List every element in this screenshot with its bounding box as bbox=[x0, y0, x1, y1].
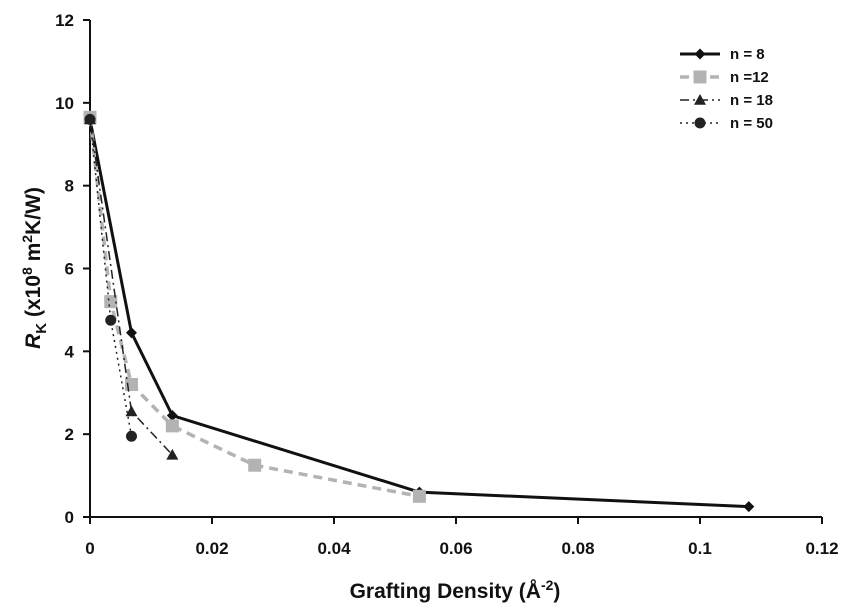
series-layer bbox=[83, 110, 755, 513]
data-point-circle bbox=[125, 430, 137, 442]
y-tick-label: 6 bbox=[65, 260, 74, 279]
data-point-square bbox=[412, 489, 426, 503]
series-line bbox=[88, 117, 420, 499]
data-point-square bbox=[693, 70, 707, 84]
data-point-triangle bbox=[694, 94, 706, 105]
series-0 bbox=[84, 113, 755, 513]
y-tick-label: 4 bbox=[65, 342, 75, 361]
x-tick-label: 0.02 bbox=[195, 539, 228, 558]
data-point-triangle bbox=[125, 405, 138, 417]
legend-label: n = 8 bbox=[730, 46, 765, 63]
legend-label: n = 50 bbox=[730, 115, 773, 132]
series-1 bbox=[83, 110, 426, 503]
legend-item: n =12 bbox=[680, 69, 769, 86]
data-point-diamond bbox=[694, 48, 706, 60]
plot-frame bbox=[89, 20, 822, 518]
y-axis-title: RK (x108 m2K/W) bbox=[19, 187, 50, 349]
x-tick-label: 0.1 bbox=[688, 539, 712, 558]
legend-item: n = 8 bbox=[680, 46, 765, 63]
data-point-circle bbox=[84, 113, 96, 125]
x-axis-title: Grafting Density (Å-2) bbox=[350, 577, 561, 603]
legend: n = 8 n =12 n = 18 n = 50 bbox=[680, 46, 773, 132]
legend-label: n =12 bbox=[730, 69, 769, 86]
y-tick-label: 0 bbox=[65, 508, 74, 527]
data-point-triangle bbox=[166, 448, 179, 460]
data-point-diamond bbox=[166, 410, 178, 422]
series-line bbox=[89, 119, 133, 437]
data-point-circle bbox=[694, 117, 706, 129]
y-tick-label: 12 bbox=[55, 11, 74, 30]
legend-label: n = 18 bbox=[730, 92, 773, 109]
y-tick-label: 10 bbox=[55, 94, 74, 113]
data-point-circle bbox=[105, 314, 117, 326]
data-point-square bbox=[248, 458, 262, 472]
data-point-diamond bbox=[125, 327, 137, 339]
x-tick-label: 0 bbox=[85, 539, 94, 558]
data-point-square bbox=[165, 419, 179, 433]
legend-item: n = 50 bbox=[680, 115, 773, 132]
x-tick-label: 0.04 bbox=[317, 539, 351, 558]
data-point-square bbox=[104, 295, 118, 309]
x-tick-label: 0.12 bbox=[805, 539, 838, 558]
x-tick-label: 0.08 bbox=[561, 539, 594, 558]
x-axis: 0 0.02 0.04 0.06 0.08 0.1 0.12 bbox=[85, 517, 839, 558]
series-line bbox=[88, 119, 749, 509]
series-line bbox=[89, 119, 173, 456]
y-tick-label: 2 bbox=[65, 425, 74, 444]
series-3 bbox=[84, 113, 137, 442]
legend-item: n = 18 bbox=[680, 92, 773, 109]
y-tick-label: 8 bbox=[65, 177, 74, 196]
y-axis: 0 2 4 6 8 10 12 bbox=[55, 11, 90, 527]
x-tick-label: 0.06 bbox=[439, 539, 472, 558]
data-point-diamond bbox=[743, 501, 755, 513]
